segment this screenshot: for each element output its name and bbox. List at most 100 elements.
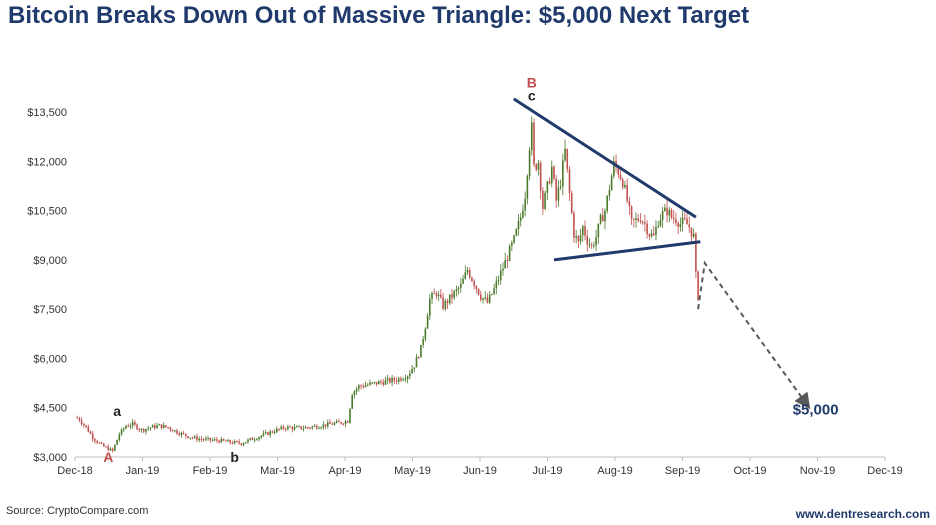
candle-body [249, 438, 251, 440]
candle-body [415, 356, 418, 368]
candle-body [564, 148, 566, 161]
candle-body [433, 293, 436, 295]
candle-body [260, 435, 263, 438]
candle-body [562, 160, 564, 187]
candle-body [309, 427, 311, 429]
candle-body [238, 441, 240, 444]
candle-body [98, 442, 101, 444]
candle-body [575, 236, 577, 238]
candle-body [154, 425, 156, 429]
y-tick-label: $13,500 [27, 107, 67, 119]
candle-body [440, 294, 442, 298]
candle-body [661, 211, 664, 221]
candle-body [227, 440, 229, 442]
candle-body [475, 286, 478, 289]
candle-body [506, 259, 509, 261]
target-price-label: $5,000 [793, 401, 839, 418]
x-tick-label: Dec-18 [57, 465, 92, 477]
candle-body [278, 428, 280, 430]
candle-body [595, 237, 597, 246]
candle-body [253, 439, 256, 441]
candle-body [568, 169, 571, 194]
candle-body [178, 433, 181, 436]
candle-body [675, 218, 677, 224]
candle-body [466, 270, 469, 273]
candle-body [621, 179, 624, 188]
candle-body [333, 422, 336, 425]
candle-body [258, 437, 260, 440]
candle-body [122, 428, 125, 430]
candle-body [189, 437, 192, 439]
x-tick-label: Nov-19 [800, 465, 835, 477]
candle-body [76, 417, 79, 419]
candle-body [546, 181, 549, 193]
candle-body [176, 430, 178, 434]
x-tick-label: Jan-19 [126, 465, 160, 477]
candle-body [655, 227, 657, 236]
candle-body [420, 344, 422, 358]
candle-body [382, 382, 385, 385]
candle-body [573, 213, 575, 238]
candle-body [307, 427, 309, 429]
x-tick-label: May-19 [394, 465, 431, 477]
candle-body [531, 122, 533, 151]
candle-body [165, 425, 167, 428]
candle-body [369, 382, 371, 385]
candle-body [395, 380, 398, 382]
candle-body [513, 235, 515, 243]
candle-body [162, 425, 165, 429]
candle-body [411, 368, 413, 374]
candle-body [577, 236, 580, 242]
candle-body [187, 436, 189, 438]
candle-body [652, 233, 655, 236]
candle-body [224, 440, 227, 442]
candle-body [200, 438, 203, 440]
wave-label-b: b [230, 449, 239, 465]
candle-body [105, 446, 107, 448]
candle-body [156, 425, 158, 429]
candle-body [579, 235, 582, 242]
candle-body [646, 223, 648, 235]
candle-body [300, 426, 302, 429]
candle-body [397, 378, 400, 382]
candle-body [664, 207, 666, 212]
candle-body [641, 221, 644, 223]
candle-body [684, 217, 686, 219]
candle-body [502, 268, 504, 271]
candle-body [218, 440, 220, 443]
y-tick-label: $4,500 [33, 403, 67, 415]
candle-body [659, 220, 662, 226]
candle-body [262, 433, 265, 436]
candle-body [557, 187, 560, 201]
candle-body [486, 297, 489, 303]
candle-body [670, 209, 673, 218]
candle-body [677, 223, 679, 227]
candle-body [473, 280, 475, 287]
x-tick-label: Feb-19 [193, 465, 228, 477]
candle-body [362, 386, 365, 388]
candle-body [284, 428, 287, 430]
candle-body [597, 223, 600, 238]
candle-body [606, 195, 608, 211]
x-tick-label: Aug-19 [597, 465, 632, 477]
candle-body [94, 439, 96, 441]
candle-body [147, 428, 149, 430]
candle-body [129, 425, 132, 427]
candle-body [386, 378, 389, 381]
candle-body [202, 439, 205, 441]
candle-body [180, 432, 183, 436]
chart-title: Bitcoin Breaks Down Out of Massive Trian… [8, 2, 750, 29]
candle-body [526, 176, 529, 199]
y-tick-label: $7,500 [33, 304, 67, 316]
candle-body [657, 225, 659, 228]
x-tick-label: Mar-19 [260, 465, 295, 477]
candle-body [457, 288, 460, 290]
candle-body [107, 446, 110, 451]
candle-body [205, 438, 207, 440]
candle-body [404, 378, 407, 380]
candle-body [271, 431, 274, 433]
candle-body [426, 315, 429, 329]
candle-body [688, 224, 691, 228]
candle-body [140, 429, 143, 431]
candle-body [504, 259, 506, 269]
